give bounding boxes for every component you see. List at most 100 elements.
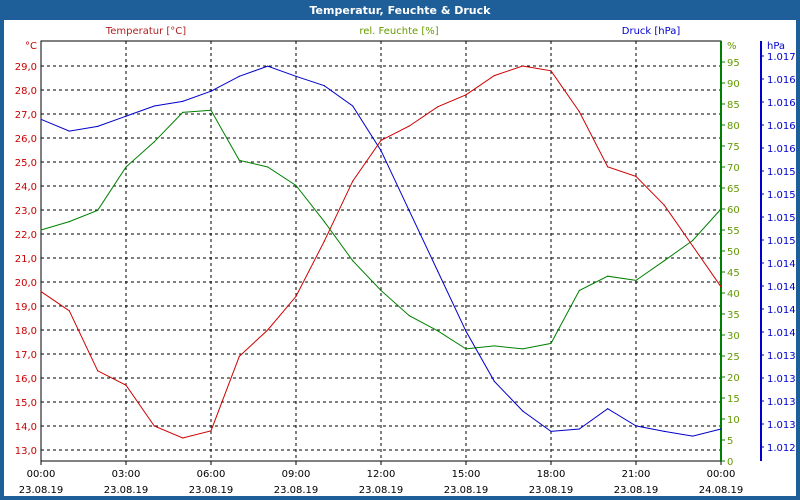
temperature-tick-label: 22,0	[15, 230, 37, 241]
window-title: Temperatur, Feuchte & Druck	[309, 4, 491, 17]
temperature-tick-label: 23,0	[15, 206, 37, 217]
pressure-line-point	[68, 130, 70, 132]
pressure-line-point	[380, 150, 382, 152]
temperature-tick-label: 25,0	[15, 158, 37, 169]
temperature-line-point	[125, 384, 127, 386]
x-tick-time: 00:00	[707, 469, 736, 480]
pressure-tick-label: 1.017	[767, 52, 796, 63]
temperature-line-point	[68, 310, 70, 312]
humidity-tick-label: 45	[727, 268, 740, 279]
temperature-line-point	[437, 106, 439, 108]
pressure-tick-label: 1.015	[767, 236, 796, 247]
temperature-tick-label: 20,0	[15, 278, 37, 289]
pressure-tick-label: 1.016	[767, 98, 796, 109]
humidity-tick-label: 60	[727, 205, 740, 216]
temperature-line-point	[663, 204, 665, 206]
humidity-line-point	[182, 111, 184, 113]
x-tick-date: 23.08.19	[274, 485, 319, 496]
x-tick-date: 24.08.19	[699, 485, 744, 496]
pressure-tick-label: 1.014	[767, 282, 796, 293]
pressure-line-point	[97, 125, 99, 127]
humidity-tick-label: 30	[727, 331, 740, 342]
humidity-tick-label: 65	[727, 184, 740, 195]
humidity-tick-label: 80	[727, 121, 740, 132]
humidity-line-point	[663, 260, 665, 262]
pressure-line-point	[295, 75, 297, 77]
humidity-line-point	[210, 109, 212, 111]
pressure-line-point	[323, 85, 325, 87]
pressure-line-point	[408, 210, 410, 212]
pressure-tick-label: 1.016	[767, 121, 796, 132]
x-tick-date: 23.08.19	[529, 485, 574, 496]
humidity-tick-label: 20	[727, 373, 740, 384]
x-tick-date: 23.08.19	[614, 485, 659, 496]
x-tick-time: 15:00	[452, 469, 481, 480]
temperature-tick-label: 16,0	[15, 374, 37, 385]
humidity-line-point	[720, 208, 722, 210]
x-tick-date: 23.08.19	[444, 485, 489, 496]
pressure-line-point	[578, 428, 580, 430]
pressure-tick-label: 1.014	[767, 328, 796, 339]
humidity-tick-label: 0	[727, 457, 733, 468]
temperature-tick-label: 18,0	[15, 326, 37, 337]
pressure-line-point	[40, 118, 42, 120]
humidity-tick-label: 90	[727, 79, 740, 90]
humidity-line-point	[125, 166, 127, 168]
temperature-line-point	[493, 75, 495, 77]
x-tick-time: 09:00	[282, 469, 311, 480]
x-tick-time: 18:00	[537, 469, 566, 480]
humidity-line-point	[352, 260, 354, 262]
pressure-tick-label: 1.015	[767, 190, 796, 201]
humidity-line-point	[437, 330, 439, 332]
humidity-unit-label: %	[727, 41, 737, 52]
temperature-tick-label: 28,0	[15, 86, 37, 97]
pressure-tick-label: 1.013	[767, 351, 796, 362]
temperature-line-point	[692, 245, 694, 247]
humidity-tick-label: 35	[727, 310, 740, 321]
humidity-line-point	[493, 345, 495, 347]
pressure-line-point	[182, 100, 184, 102]
temperature-line-point	[380, 139, 382, 141]
temperature-unit-label: °C	[25, 41, 37, 52]
humidity-tick-label: 50	[727, 247, 740, 258]
x-tick-time: 12:00	[367, 469, 396, 480]
temperature-tick-label: 21,0	[15, 254, 37, 265]
pressure-tick-label: 1.015	[767, 167, 796, 178]
pressure-tick-label: 1.015	[767, 213, 796, 224]
pressure-line-point	[153, 105, 155, 107]
humidity-line-point	[578, 289, 580, 292]
pressure-line-point	[210, 90, 212, 92]
pressure-line-point	[720, 428, 722, 430]
temperature-line-point	[40, 291, 42, 293]
temperature-line-point	[465, 94, 467, 96]
x-tick-date: 23.08.19	[104, 485, 149, 496]
humidity-line-point	[522, 348, 524, 350]
x-tick-date: 23.08.19	[189, 485, 234, 496]
temperature-line-point	[97, 370, 99, 372]
humidity-line-point	[97, 209, 99, 211]
temperature-tick-label: 27,0	[15, 110, 37, 121]
humidity-line-point	[323, 221, 325, 223]
humidity-tick-label: 40	[727, 289, 740, 300]
humidity-line-point	[550, 342, 552, 344]
humidity-tick-label: 10	[727, 415, 740, 426]
x-tick-time: 00:00	[27, 469, 56, 480]
humidity-tick-label: 5	[727, 436, 733, 447]
pressure-tick-label: 1.013	[767, 420, 796, 431]
temperature-line-point	[210, 430, 212, 432]
pressure-line-point	[522, 410, 524, 412]
pressure-tick-label: 1.014	[767, 305, 796, 316]
temperature-line-point	[635, 175, 637, 177]
pressure-line-point	[493, 380, 495, 382]
pressure-line-point	[125, 115, 127, 117]
chart-svg: 29,0 28,0 27,0 26,0 25,0 24,0 23,0 22,0 21,0 20,0…	[15, 26, 796, 496]
humidity-line-point	[465, 348, 467, 350]
pressure-unit-label: hPa	[767, 41, 785, 52]
temperature-line-point	[607, 166, 609, 168]
pressure-line-point	[550, 430, 552, 432]
pressure-line-point	[663, 430, 665, 432]
humidity-line-point	[68, 221, 70, 223]
pressure-line-point	[238, 75, 240, 77]
temperature-line-point	[238, 355, 240, 357]
temperature-line-point	[182, 437, 184, 439]
